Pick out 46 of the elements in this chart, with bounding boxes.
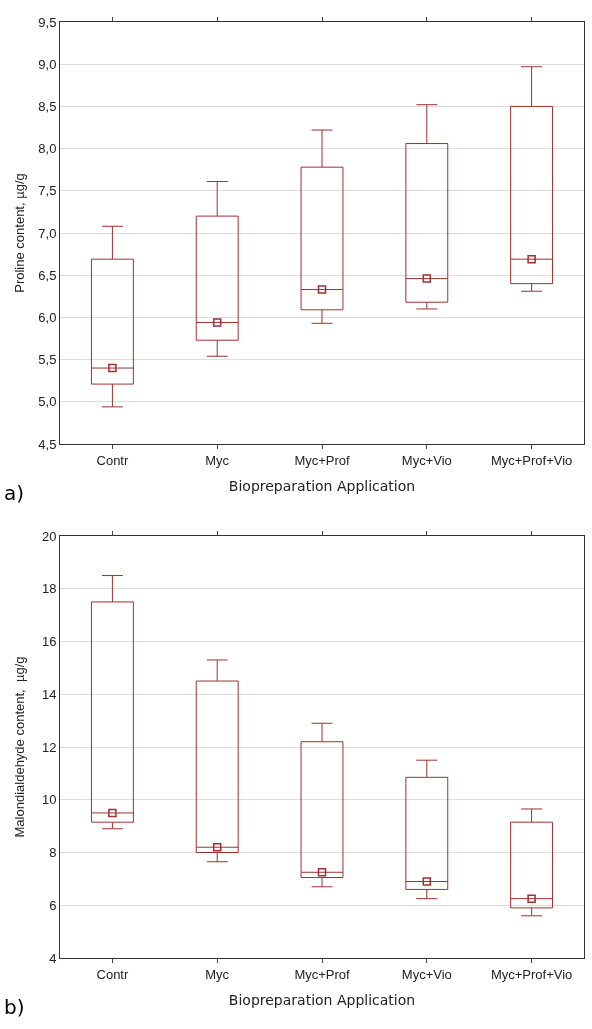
- x-tick-label: Myc+Prof: [294, 452, 351, 468]
- x-tick-label: Myc+Prof: [294, 966, 351, 982]
- y-tick-label: 16: [41, 634, 57, 650]
- point: [317, 285, 327, 294]
- text: a): [4, 481, 25, 505]
- x-tick-label: Myc+Vio: [401, 966, 452, 982]
- x-tick-label: Myc: [205, 452, 230, 468]
- y-axis-title: Proline content, µg/g: [12, 173, 27, 293]
- y-tick-label: 14: [41, 686, 57, 702]
- x-tick-label: Myc+Prof+Vio: [490, 966, 573, 982]
- x-tick-label: Myc: [205, 966, 230, 982]
- y-tick-label: 8: [49, 845, 57, 861]
- y-tick-label: 9,0: [38, 56, 57, 72]
- y-tick-label: 4,5: [38, 436, 57, 452]
- y-tick-label: 18: [41, 581, 57, 597]
- x-axis-title: Biopreparation Application: [228, 991, 416, 1008]
- y-tick-label: 9,5: [38, 14, 57, 30]
- y-tick-label: 6,5: [38, 267, 57, 283]
- y-tick-label: 5,5: [38, 352, 57, 368]
- y-tick-label: 8,5: [38, 98, 57, 114]
- point: [527, 254, 536, 264]
- point: [317, 868, 327, 877]
- point: [108, 363, 117, 373]
- x-tick-label: Contr: [96, 966, 129, 982]
- y-tick-label: 20: [41, 528, 57, 544]
- point: [422, 274, 432, 283]
- y-tick-label: 8,0: [38, 141, 57, 157]
- y-tick-label: 6: [49, 897, 57, 913]
- y-tick-label: 12: [41, 739, 57, 755]
- x-tick-label: Myc+Vio: [401, 452, 452, 468]
- y-tick-label: 7,0: [38, 225, 57, 241]
- point: [527, 894, 536, 903]
- text: b): [4, 995, 25, 1019]
- point: [108, 808, 117, 818]
- y-tick-label: 10: [41, 792, 57, 808]
- point: [422, 877, 432, 886]
- y-axis-title: Malondialdehyde content, µg/g: [12, 656, 27, 838]
- x-axis-title: Biopreparation Application: [228, 477, 416, 494]
- point: [212, 318, 222, 327]
- y-tick-label: 7,5: [38, 183, 57, 199]
- y-tick-label: 6,0: [38, 309, 57, 325]
- x-tick-label: Myc+Prof+Vio: [490, 452, 573, 468]
- x-tick-label: Contr: [96, 452, 129, 468]
- point: [212, 842, 222, 852]
- y-tick-label: 4: [49, 950, 57, 966]
- y-tick-label: 5,0: [38, 394, 57, 410]
